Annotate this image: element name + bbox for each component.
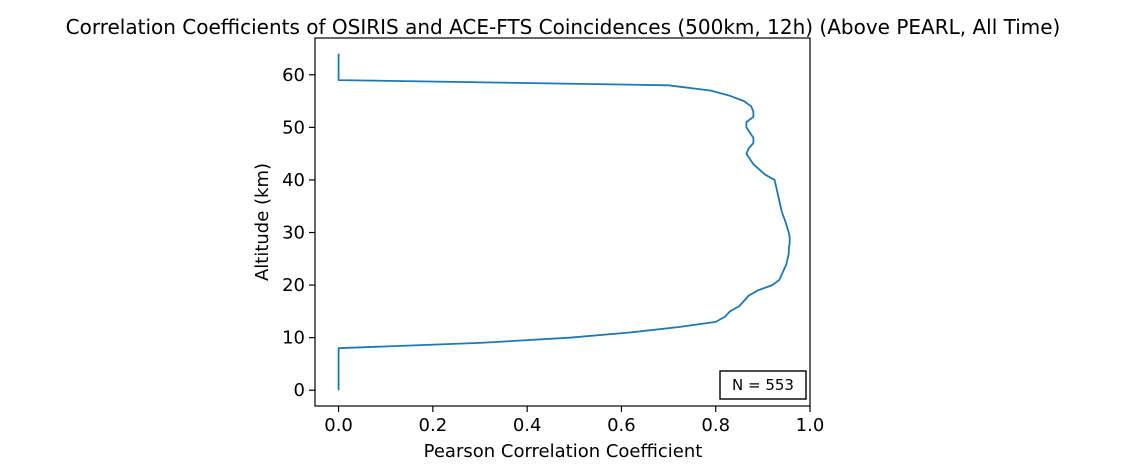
x-axis-label: Pearson Correlation Coefficient (424, 441, 703, 462)
x-tick-label: 0.0 (324, 415, 353, 436)
axes-frame (314, 37, 811, 407)
sample-size-box: N = 553 (719, 370, 807, 400)
y-tick-label: 50 (282, 117, 305, 138)
x-tick-label: 1.0 (796, 415, 825, 436)
y-tick-label: 10 (282, 328, 305, 349)
y-axis-label: Altitude (km) (252, 163, 273, 281)
x-tick-label: 0.6 (607, 415, 636, 436)
y-tick-label: 20 (282, 275, 305, 296)
y-tick-label: 40 (282, 170, 305, 191)
plot-frame (314, 37, 811, 407)
y-tick-label: 30 (282, 223, 305, 244)
correlation-profile-line (337, 53, 791, 391)
ticks-layer: 0.0 0.2 0.4 0.6 0.8 1.0 0 10 20 30 40 50 60 (282, 65, 824, 436)
x-tick-label: 0.8 (701, 415, 730, 436)
sample-size-frame (719, 370, 807, 400)
chart-title: Correlation Coefficients of OSIRIS and A… (66, 15, 1061, 39)
y-tick-label: 0 (294, 380, 305, 401)
x-tick-label: 0.2 (419, 415, 448, 436)
plot-area (337, 53, 791, 391)
y-tick-label: 60 (282, 65, 305, 86)
x-tick-label: 0.4 (513, 415, 542, 436)
sample-size-label: N = 553 (732, 376, 794, 394)
